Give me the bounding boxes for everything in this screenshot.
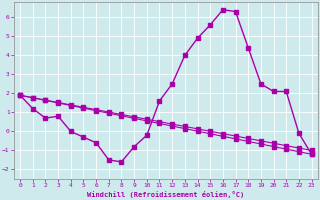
X-axis label: Windchill (Refroidissement éolien,°C): Windchill (Refroidissement éolien,°C) [87, 191, 244, 198]
